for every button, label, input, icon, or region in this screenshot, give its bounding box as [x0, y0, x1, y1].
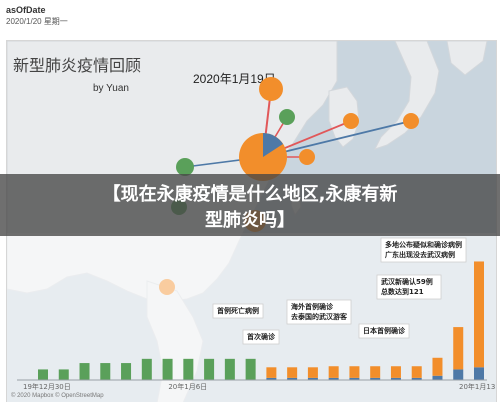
bar-14-series-2[interactable]: [328, 377, 339, 380]
map-byline: by Yuan: [93, 83, 129, 94]
bar-8-series-0[interactable]: [204, 358, 215, 380]
bubble-tokyo[interactable]: [403, 113, 419, 129]
annotation-text-2-0: 海外首例确诊: [291, 302, 334, 311]
bar-10-series-0[interactable]: [245, 358, 256, 380]
bar-5-series-0[interactable]: [141, 358, 152, 380]
annotation-text-4-1: 总数达到121: [381, 287, 424, 296]
annotation-text-5-0: 多地公布疑似和确诊病例: [385, 240, 462, 249]
bar-15-series-1[interactable]: [349, 366, 360, 378]
bar-0-series-0[interactable]: [38, 369, 48, 380]
bubble-north[interactable]: [279, 109, 295, 125]
annotation-text-1-0: 首次确诊: [247, 332, 276, 341]
annotation-text-5-1: 广东出现没去武汉病例: [385, 250, 455, 259]
bar-9-series-0[interactable]: [224, 358, 235, 380]
bar-20-series-1[interactable]: [453, 327, 464, 370]
bar-1-series-0[interactable]: [58, 369, 69, 380]
map-and-chart-canvas: 新型肺炎疫情回顾 by Yuan 2020年1月19日: [7, 41, 496, 403]
image-source-header: asOfDate 2020/1/20 星期一: [0, 0, 500, 40]
map-credits: © 2020 Mapbox © OpenStreetMap: [11, 392, 104, 399]
annotation-text-2-1: 去泰国的武汉游客: [291, 312, 348, 321]
bar-11-series-1[interactable]: [266, 367, 277, 378]
bar-18-series-1[interactable]: [411, 366, 422, 378]
annotation-text-3-0: 日本首例确诊: [363, 326, 406, 335]
bubble-beijing[interactable]: [259, 77, 283, 101]
bar-4-series-0[interactable]: [121, 363, 132, 380]
annotation-box-4: [376, 274, 442, 300]
hokkaido-land: [446, 41, 488, 76]
x-tick-label-1: 20年1月6日: [168, 382, 207, 391]
bar-16-series-2[interactable]: [370, 377, 381, 380]
annotation-text-4-0: 武汉新确认59例: [381, 277, 433, 286]
bar-7-series-0[interactable]: [183, 358, 194, 380]
bar-20-series-2[interactable]: [453, 369, 464, 380]
footer-strip: [0, 402, 500, 409]
bar-2-series-0[interactable]: [79, 363, 90, 380]
bubble-seoul[interactable]: [343, 113, 359, 129]
annotation-text-0-0: 首例死亡病例: [217, 306, 259, 315]
bar-6-series-0[interactable]: [162, 358, 173, 380]
annotation-box-3: [358, 323, 410, 339]
bubble-wuhan-slice: [263, 133, 283, 157]
x-axis-ticks: 19年12月30日 20年1月6日 20年1月13日: [23, 382, 496, 391]
x-tick-label-0: 19年12月30日: [23, 382, 71, 391]
bar-14-series-1[interactable]: [328, 366, 339, 378]
source-name: asOfDate: [6, 5, 46, 15]
bar-13-series-2[interactable]: [307, 377, 318, 380]
headline-line-1: 【现在永康疫情是什么地区,永康有新: [102, 184, 398, 205]
headline-line-2: 型肺炎吗】: [205, 210, 295, 231]
bubble-shanghai[interactable]: [299, 149, 315, 165]
x-tick-label-2: 20年1月13日: [459, 382, 496, 391]
line-to-tokyo: [262, 120, 412, 158]
bar-21-series-1[interactable]: [474, 261, 484, 368]
bar-3-series-0[interactable]: [100, 363, 111, 380]
annotation-box-0: [212, 303, 264, 319]
timeline-bars: [38, 261, 484, 380]
annotation-box-2: [286, 299, 352, 325]
bar-19-series-1[interactable]: [432, 357, 443, 376]
japan-land: [374, 41, 440, 150]
bar-15-series-2[interactable]: [349, 377, 360, 380]
bar-12-series-1[interactable]: [287, 367, 298, 378]
bar-18-series-2[interactable]: [411, 377, 422, 380]
article-headline-overlay: 【现在永康疫情是什么地区,永康有新 型肺炎吗】: [0, 174, 500, 236]
annotation-box-5: [380, 237, 467, 263]
source-date: 2020/1/20 星期一: [6, 17, 68, 26]
bar-12-series-2[interactable]: [287, 377, 298, 380]
bar-17-series-2[interactable]: [390, 377, 401, 380]
map-date-label: 2020年1月19日: [193, 72, 276, 86]
bar-17-series-1[interactable]: [390, 366, 401, 378]
bar-11-series-2[interactable]: [266, 377, 277, 380]
korea-land: [328, 86, 360, 148]
bar-21-series-2[interactable]: [474, 367, 484, 380]
bubble-west[interactable]: [176, 158, 194, 176]
annotation-box-1: [242, 329, 280, 345]
bar-13-series-1[interactable]: [307, 367, 318, 378]
bar-16-series-1[interactable]: [370, 366, 381, 378]
map-title: 新型肺炎疫情回顾: [13, 56, 141, 75]
dashboard-frame: 新型肺炎疫情回顾 by Yuan 2020年1月19日: [6, 40, 497, 404]
bar-19-series-2[interactable]: [432, 375, 443, 380]
